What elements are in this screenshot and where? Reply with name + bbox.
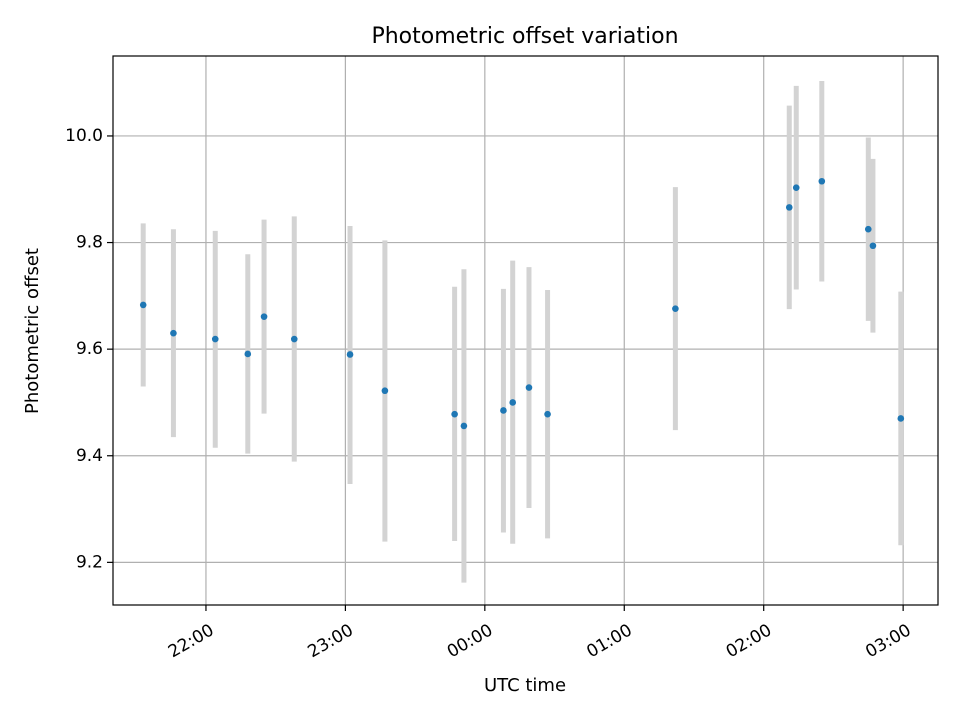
data-point bbox=[818, 177, 826, 185]
data-point bbox=[785, 204, 793, 211]
data-point bbox=[290, 335, 298, 343]
x-tick-label: 02:00 bbox=[723, 620, 775, 662]
data-point bbox=[381, 387, 389, 395]
data-point bbox=[500, 407, 507, 414]
plot-frame bbox=[112, 55, 939, 606]
data-point bbox=[170, 329, 177, 337]
y-tick-label: 9.2 bbox=[76, 552, 103, 572]
data-point-layer bbox=[139, 177, 905, 430]
data-point bbox=[139, 301, 147, 309]
data-point bbox=[451, 410, 458, 418]
data-point bbox=[672, 305, 679, 312]
data-point bbox=[346, 351, 354, 358]
x-tick-label: 03:00 bbox=[862, 620, 914, 662]
y-tick-label: 9.6 bbox=[76, 339, 103, 359]
data-point bbox=[260, 313, 268, 320]
data-point bbox=[544, 410, 551, 418]
y-tick-label: 10.0 bbox=[65, 126, 103, 146]
data-point bbox=[864, 225, 872, 233]
data-point bbox=[792, 184, 800, 191]
y-tick-label: 9.8 bbox=[76, 233, 103, 253]
y-tick-label: 9.4 bbox=[76, 446, 103, 466]
data-point bbox=[525, 384, 533, 391]
data-point bbox=[869, 242, 877, 250]
grid-layer bbox=[113, 56, 938, 605]
error-bar-layer bbox=[140, 81, 904, 583]
x-tick-label: 23:00 bbox=[304, 620, 356, 662]
y-axis-label: Photometric offset bbox=[22, 248, 43, 414]
data-point bbox=[897, 415, 905, 422]
data-point bbox=[460, 422, 468, 430]
x-tick-label: 01:00 bbox=[583, 620, 635, 662]
x-tick-label: 00:00 bbox=[444, 620, 496, 662]
data-point bbox=[509, 399, 517, 406]
chart-title: Photometric offset variation bbox=[371, 24, 678, 49]
x-tick-label: 22:00 bbox=[165, 620, 217, 662]
data-point bbox=[244, 350, 252, 358]
data-point bbox=[211, 335, 219, 343]
x-axis-label: UTC time bbox=[484, 675, 566, 696]
